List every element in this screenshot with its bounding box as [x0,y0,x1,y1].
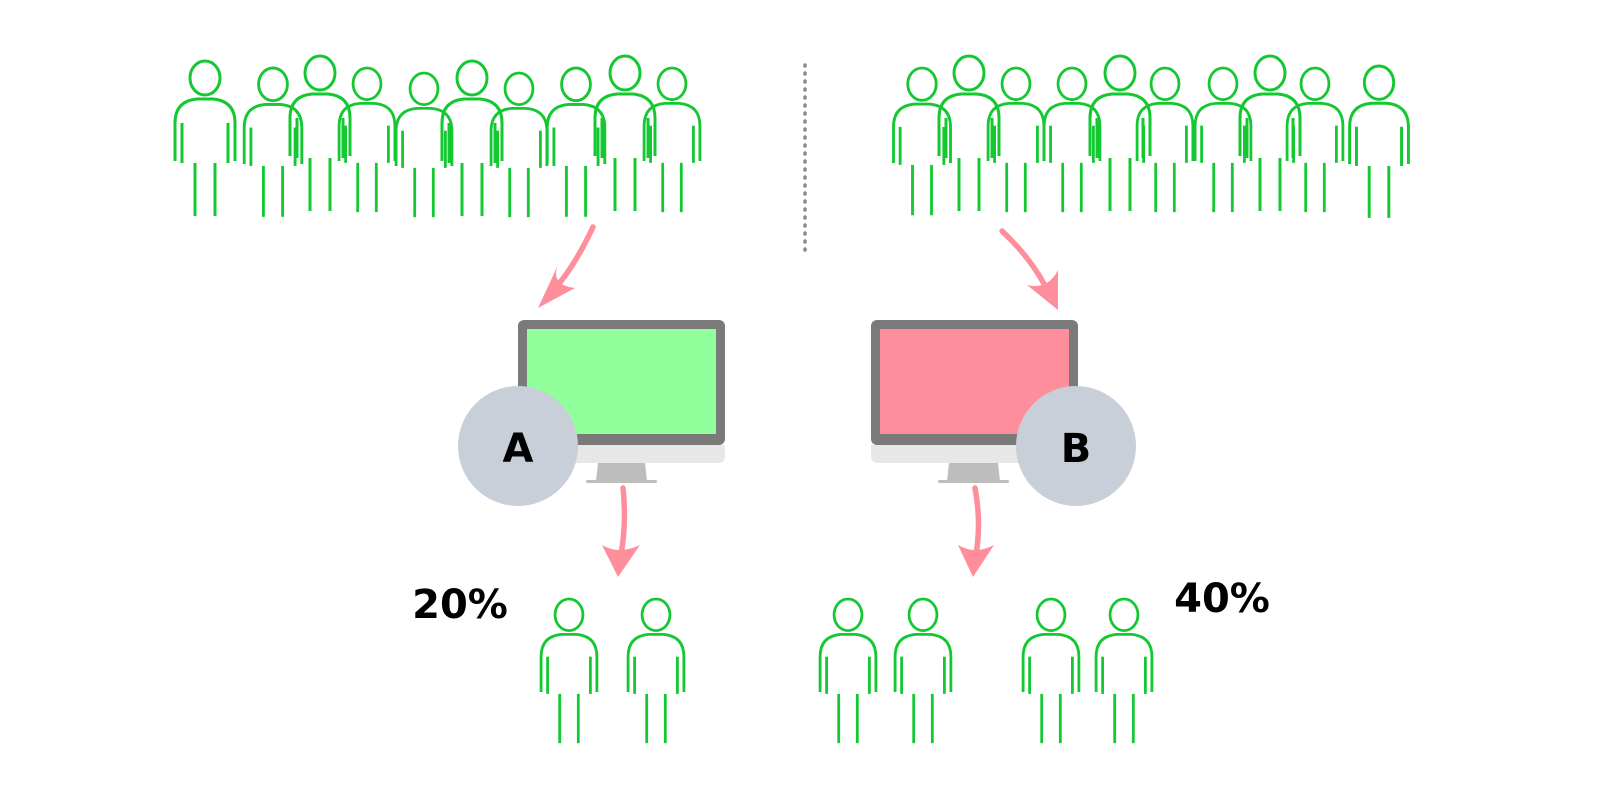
crowd-a-person-icon-1 [173,59,237,218]
crowd-b-person-icon-1 [892,66,952,217]
crowd-a-person-icon-10 [642,66,702,214]
crowd-a-person-icon-2 [242,66,304,219]
crowd-b-person-icon-8 [1238,54,1302,213]
monitor-a-icon [518,320,725,483]
crowd-b-person-icon-7 [1193,66,1253,214]
converted-a-person-icon-1 [539,597,599,745]
variant-a-percent: 20% [412,582,508,628]
variant-a-letter: A [503,426,534,472]
converted-b [818,597,1154,745]
crowd-b-person-icon-3 [986,66,1046,214]
crowd-b-person-icon-4 [1042,66,1102,214]
converted-b-person-icon-3 [1021,597,1081,745]
crowd-b-person-icon-2 [937,54,1001,213]
crowd-a-person-icon-5 [394,71,454,219]
converted-a [539,597,686,745]
variant-b-percent: 40% [1174,576,1270,622]
variant-b-badge: B [1016,386,1136,506]
arrow-b-out-icon [958,485,994,577]
converted-b-person-icon-4 [1094,597,1154,745]
converted-b-person-icon-2 [893,597,953,745]
arrow-b-in-icon [999,228,1058,310]
crowd-b-person-icon-6 [1135,66,1195,214]
crowd-a-person-icon-4 [337,66,397,214]
crowd-b [892,54,1410,220]
converted-b-person-icon-1 [818,597,878,745]
variant-b-letter: B [1061,426,1092,472]
arrow-a-in-icon [538,224,596,308]
crowd-b-person-icon-9 [1285,66,1345,214]
converted-a-person-icon-2 [626,597,686,745]
arrow-a-out-icon [602,485,640,577]
crowd-a-person-icon-3 [288,54,352,213]
crowd-b-person-icon-10 [1348,64,1410,220]
variant-a-badge: A [458,386,578,506]
crowd-a [173,54,702,219]
crowd-a-person-icon-7 [489,71,549,219]
